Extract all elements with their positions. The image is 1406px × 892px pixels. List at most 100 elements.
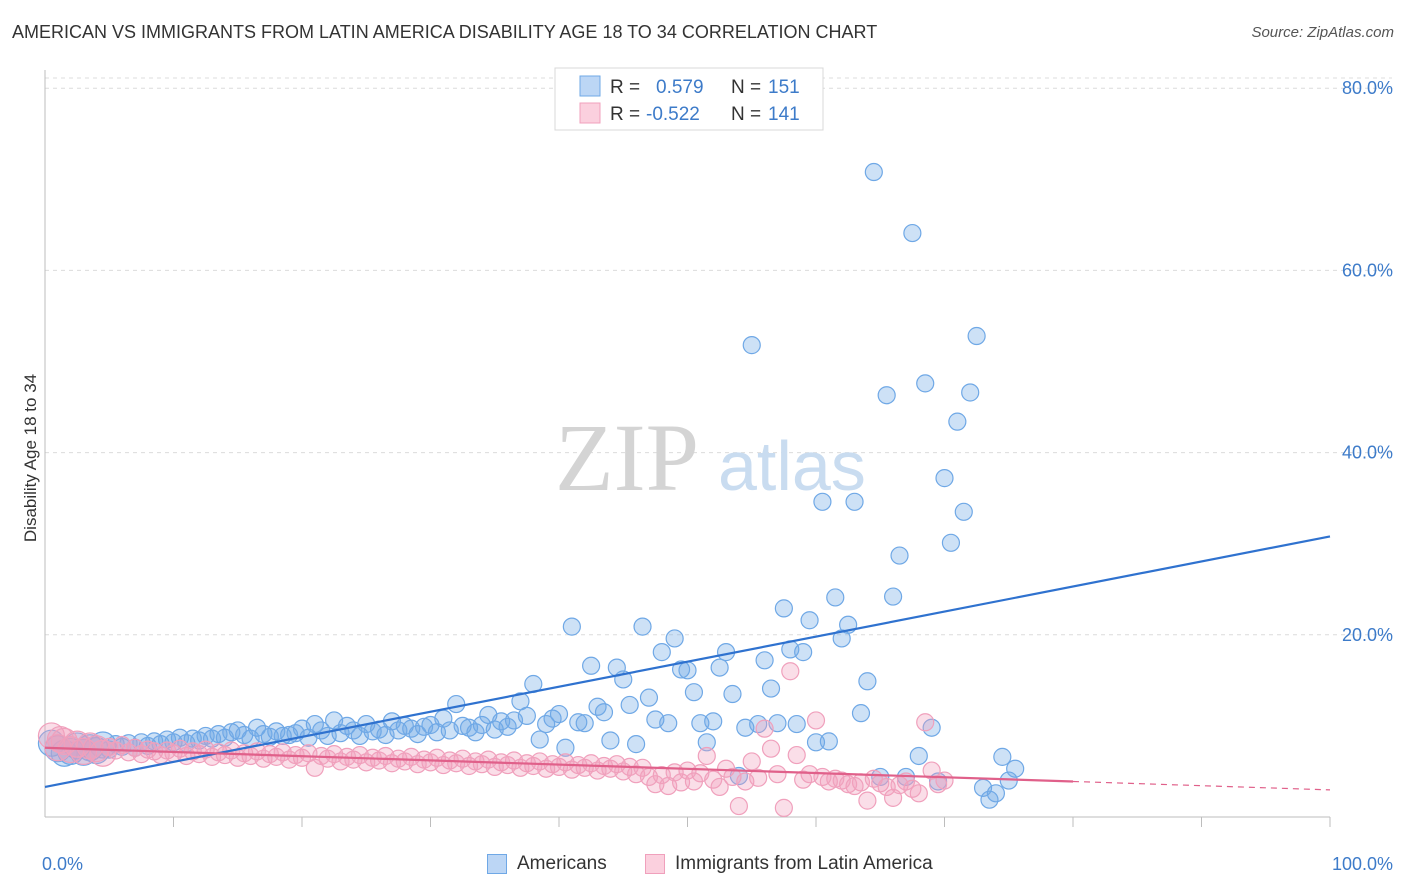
- legend-n-label-americans: N =: [731, 77, 761, 98]
- americans-point-96: [665, 629, 684, 648]
- immigrants-point-136: [916, 713, 935, 732]
- legend-r-label-immigrants: R =: [610, 104, 640, 125]
- americans-point-115: [787, 714, 806, 734]
- americans-point-65: [466, 723, 485, 742]
- legend-n-value-immigrants: 141: [768, 104, 800, 125]
- legend-r-label-americans: R =: [610, 77, 640, 98]
- immigrants-point-135: [909, 784, 928, 803]
- americans-point-92: [639, 688, 659, 707]
- immigrants-point-104: [710, 777, 729, 797]
- legend-n-value-americans: 151: [768, 77, 800, 98]
- immigrants-trend-extension: [1072, 780, 1331, 791]
- y-tick-label-2: 60.0%: [1342, 260, 1393, 280]
- americans-point-142: [961, 383, 980, 402]
- y-tick-label-0: 20.0%: [1342, 625, 1393, 645]
- americans-point-130: [883, 587, 903, 606]
- immigrants-point-114: [774, 798, 793, 817]
- legend-swatch-americans: [579, 75, 601, 97]
- americans-point-73: [517, 706, 536, 725]
- americans-point-86: [601, 731, 620, 750]
- americans-point-108: [742, 336, 761, 355]
- americans-trend-line: [44, 535, 1331, 789]
- immigrants-point-119: [806, 711, 826, 730]
- americans-point-110: [755, 651, 774, 670]
- americans-point-147: [993, 747, 1012, 766]
- watermark: ZIP atlas: [555, 404, 866, 511]
- series-americans: [37, 162, 1025, 809]
- americans-point-119: [813, 492, 832, 511]
- grid-lines: [45, 77, 1392, 636]
- immigrants-point-41: [305, 758, 324, 777]
- chart-title: AMERICAN VS IMMIGRANTS FROM LATIN AMERIC…: [12, 22, 878, 42]
- americans-point-95: [659, 714, 678, 733]
- americans-point-135: [916, 374, 935, 393]
- americans-point-101: [697, 733, 716, 752]
- x-tick-label-0: 0.0%: [42, 854, 83, 874]
- legend-swatch-immigrants: [579, 102, 601, 124]
- immigrants-point-107: [729, 796, 749, 816]
- americans-point-79: [556, 738, 575, 757]
- americans-point-141: [954, 502, 973, 521]
- americans-point-83: [582, 656, 601, 675]
- americans-point-133: [903, 223, 922, 243]
- americans-point-89: [620, 695, 639, 715]
- x-tick-label-1: 100.0%: [1332, 854, 1393, 874]
- bottom-legend-americans: Americans: [487, 851, 607, 877]
- y-axis-title: Disability Age 18 to 34: [21, 374, 40, 542]
- immigrants-point-115: [781, 662, 800, 681]
- americans-point-99: [684, 683, 704, 702]
- americans-point-140: [948, 412, 967, 431]
- americans-point-62: [447, 694, 466, 714]
- trend-lines: [44, 535, 1331, 791]
- americans-point-94: [652, 643, 671, 662]
- americans-point-125: [851, 704, 871, 723]
- americans-point-116: [794, 643, 813, 662]
- americans-point-103: [710, 658, 729, 677]
- bottom-legend-swatch-immigrants: [645, 854, 665, 874]
- americans-point-75: [530, 730, 549, 749]
- immigrants-point-139: [935, 771, 954, 790]
- immigrants-point-98: [671, 773, 691, 792]
- immigrants-point-111: [755, 719, 774, 738]
- americans-point-97: [671, 660, 691, 679]
- americans-point-111: [761, 679, 781, 698]
- watermark-zip: ZIP: [555, 404, 699, 511]
- immigrants-point-103: [704, 770, 723, 789]
- americans-point-91: [633, 617, 652, 636]
- americans-point-134: [909, 746, 928, 766]
- americans-point-126: [858, 672, 877, 691]
- americans-point-90: [626, 735, 646, 754]
- tick-labels: 20.0% 40.0% 60.0% 80.0% 0.0% 100.0%: [42, 78, 1393, 874]
- chart-source: Source: ZipAtlas.com: [1251, 24, 1394, 41]
- immigrants-point-112: [761, 739, 781, 758]
- y-tick-label-3: 80.0%: [1342, 78, 1393, 98]
- axes: [44, 70, 1331, 827]
- americans-point-127: [864, 162, 883, 182]
- americans-point-118: [806, 733, 826, 752]
- immigrants-point-109: [742, 752, 761, 771]
- americans-point-128: [871, 767, 890, 787]
- americans-point-146: [986, 784, 1006, 803]
- americans-point-82: [575, 714, 594, 733]
- immigrants-point-102: [697, 746, 716, 766]
- americans-point-120: [819, 732, 838, 751]
- americans-point-131: [890, 546, 909, 565]
- bottom-legend-immigrants: Immigrants from Latin America: [645, 851, 933, 877]
- immigrants-point-113: [768, 765, 787, 784]
- americans-point-129: [877, 386, 896, 405]
- americans-point-117: [800, 611, 819, 630]
- americans-point-102: [704, 712, 723, 731]
- americans-point-105: [723, 684, 742, 704]
- immigrants-point-127: [858, 791, 877, 810]
- americans-point-149: [1006, 759, 1025, 778]
- americans-point-113: [774, 599, 793, 618]
- immigrants-point-110: [749, 768, 768, 787]
- americans-point-81: [569, 713, 588, 732]
- immigrants-point-140: [46, 725, 75, 754]
- americans-point-80: [562, 617, 581, 636]
- legend-n-label-immigrants: N =: [731, 104, 761, 125]
- americans-point-124: [845, 492, 864, 511]
- legend-r-value-immigrants: -0.522: [646, 104, 700, 125]
- bottom-legend-label-americans: Americans: [517, 853, 607, 874]
- immigrants-point-116: [787, 745, 806, 765]
